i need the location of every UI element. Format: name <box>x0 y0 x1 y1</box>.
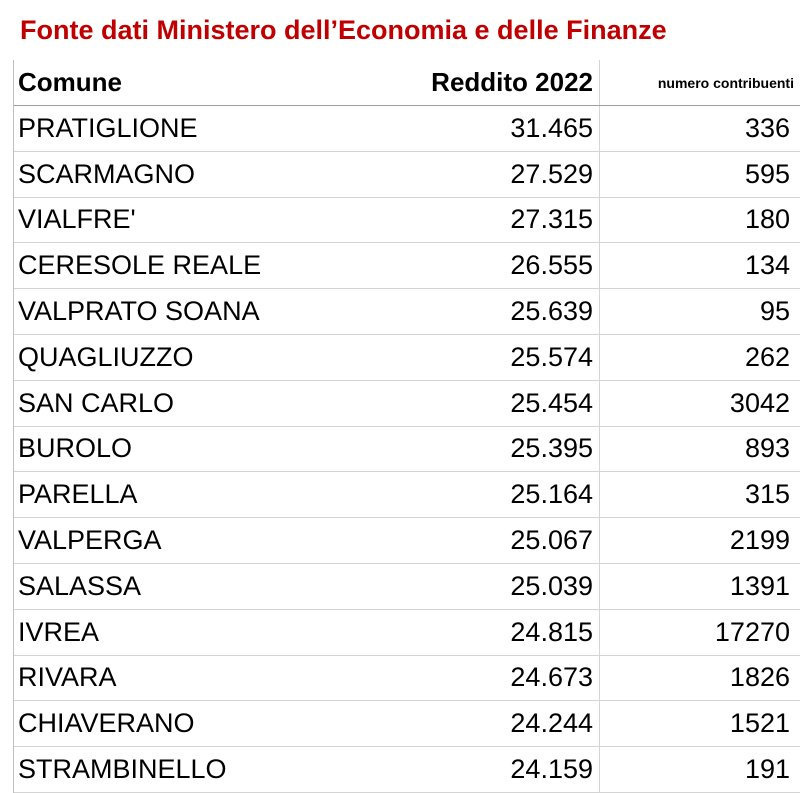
table-cell: 95 <box>759 296 790 327</box>
table-cell: VIALFRE' <box>18 204 136 235</box>
table-row: VALPRATO SOANA 25.639 95 <box>14 289 800 335</box>
column-header: numero contribuenti <box>657 74 794 91</box>
table-cell: 27.529 <box>394 151 600 197</box>
table-cell: SAN CARLO <box>18 387 175 418</box>
table-cell: RIVARA <box>18 662 117 693</box>
table-cell: 25.039 <box>394 564 600 609</box>
header-row: Comune Reddito 2022 numero contribuenti <box>14 60 800 106</box>
table-row: CERESOLE REALE 26.555 134 <box>14 243 800 290</box>
table-cell: 25.067 <box>394 518 600 563</box>
table-cell: 25.454 <box>394 380 600 426</box>
table-row: STRAMBINELLO 24.159 191 <box>14 747 800 793</box>
table-cell: 17270 <box>714 616 790 647</box>
table-cell: PARELLA <box>18 479 138 510</box>
table-cell: 2199 <box>729 525 790 556</box>
table-cell: CERESOLE REALE <box>18 250 262 281</box>
table-cell: 25.574 <box>394 335 600 380</box>
table-cell: 25.164 <box>394 472 600 518</box>
table-cell: 25.639 <box>394 289 600 334</box>
table-row: RIVARA 24.673 1826 <box>14 655 800 702</box>
table-cell: BUROLO <box>18 433 133 464</box>
table-cell: SCARMAGNO <box>18 158 196 189</box>
table-cell: 27.315 <box>394 197 600 243</box>
table-row: SALASSA 25.039 1391 <box>14 564 800 610</box>
table-row: IVREA 24.815 17270 <box>14 609 800 656</box>
table-cell: 3042 <box>729 387 790 418</box>
table-cell: VALPRATO SOANA <box>18 296 260 327</box>
table-row: VALPERGA 25.067 2199 <box>14 518 800 564</box>
column-header: Comune <box>18 67 122 97</box>
table-cell: 595 <box>744 158 790 189</box>
table-cell: STRAMBINELLO <box>18 754 227 785</box>
table-cell: 1826 <box>729 662 790 693</box>
table-cell: 191 <box>744 754 790 785</box>
table-row: CHIAVERANO 24.244 1521 <box>14 701 800 748</box>
table-cell: 893 <box>744 433 790 464</box>
table-cell: CHIAVERANO <box>18 708 195 739</box>
table-row: PARELLA 25.164 315 <box>14 472 800 519</box>
table-cell: VALPERGA <box>18 525 162 556</box>
table-cell: 31.465 <box>394 106 600 151</box>
table-cell: 1521 <box>729 708 790 739</box>
table-cell: PRATIGLIONE <box>18 112 198 143</box>
table-row: SAN CARLO 25.454 3042 <box>14 380 800 427</box>
table-row: QUAGLIUZZO 25.574 262 <box>14 335 800 381</box>
table-cell: 1391 <box>729 570 790 601</box>
table-cell: QUAGLIUZZO <box>18 341 194 372</box>
table-row: PRATIGLIONE 31.465 336 <box>14 106 800 152</box>
table-cell: 134 <box>744 250 790 281</box>
table-cell: 26.555 <box>394 243 600 289</box>
table-row: SCARMAGNO 27.529 595 <box>14 151 800 198</box>
table-row: BUROLO 25.395 893 <box>14 426 800 473</box>
column-border <box>13 60 14 793</box>
sheet-title: Fonte dati Ministero dell’Economia e del… <box>20 15 667 45</box>
table-cell: 24.673 <box>394 655 600 701</box>
table-cell: IVREA <box>18 616 100 647</box>
table-cell: 24.244 <box>394 701 600 747</box>
table-cell: 262 <box>744 341 790 372</box>
table-cell: 336 <box>744 112 790 143</box>
table-cell: 24.159 <box>394 747 600 792</box>
table-cell: 24.815 <box>394 609 600 655</box>
table-row: VIALFRE' 27.315 180 <box>14 197 800 244</box>
table-cell: 315 <box>744 479 790 510</box>
table-cell: 25.395 <box>394 426 600 472</box>
column-header: Reddito 2022 <box>394 60 600 105</box>
table-cell: SALASSA <box>18 570 142 601</box>
table-cell: 180 <box>744 204 790 235</box>
